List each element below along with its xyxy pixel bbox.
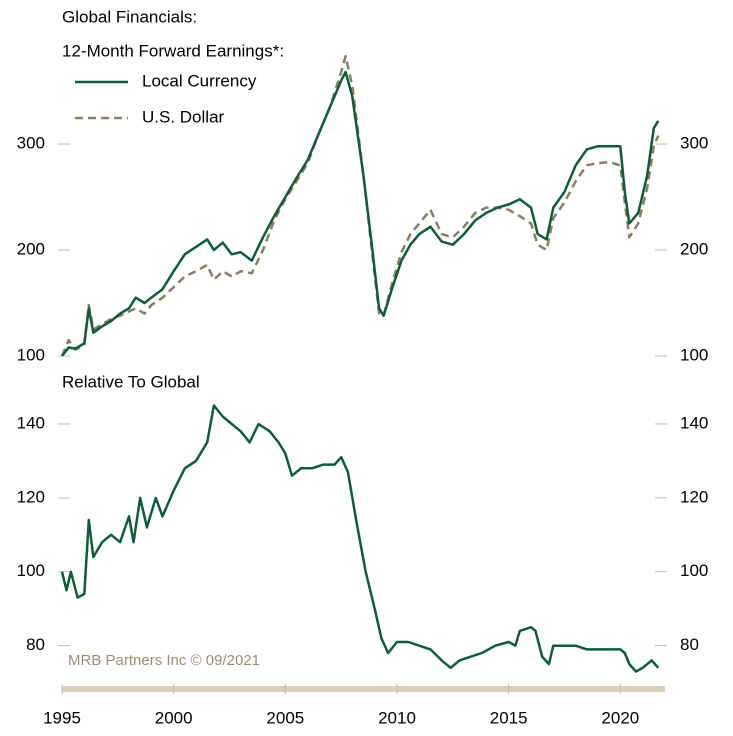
y-tick-label: 200 — [17, 240, 45, 259]
x-tick-label: 2015 — [490, 708, 528, 727]
series-line — [60, 54, 660, 357]
y-tick-label: 300 — [17, 134, 45, 153]
series-line — [60, 404, 660, 673]
source: MRB Partners Inc © 09/2021 — [68, 652, 260, 669]
y-tick-label-right: 100 — [680, 561, 708, 580]
y-tick-label-right: 200 — [680, 240, 708, 259]
y-tick-label: 140 — [17, 413, 45, 432]
y-tick-label: 100 — [17, 345, 45, 364]
panel-title: Relative To Global — [62, 372, 200, 391]
y-tick-label-right: 300 — [680, 134, 708, 153]
y-tick-label-right: 120 — [680, 487, 708, 506]
y-tick-label: 80 — [26, 635, 45, 654]
x-tick-label: 2005 — [266, 708, 304, 727]
x-tick-label: 2000 — [155, 708, 193, 727]
legend-label: U.S. Dollar — [142, 107, 225, 126]
x-tick-label: 1995 — [43, 708, 81, 727]
y-tick-label-right: 140 — [680, 413, 708, 432]
y-tick-label-right: 80 — [680, 635, 699, 654]
y-tick-label-right: 100 — [680, 345, 708, 364]
chart-title: Global Financials: — [62, 7, 197, 26]
y-tick-label: 120 — [17, 487, 45, 506]
x-tick-label: 2020 — [601, 708, 639, 727]
y-tick-label: 100 — [17, 561, 45, 580]
legend-label: Local Currency — [142, 71, 257, 90]
chart-subtitle: 12-Month Forward Earnings*: — [62, 41, 284, 60]
x-tick-label: 2010 — [378, 708, 416, 727]
series-line — [61, 70, 660, 357]
